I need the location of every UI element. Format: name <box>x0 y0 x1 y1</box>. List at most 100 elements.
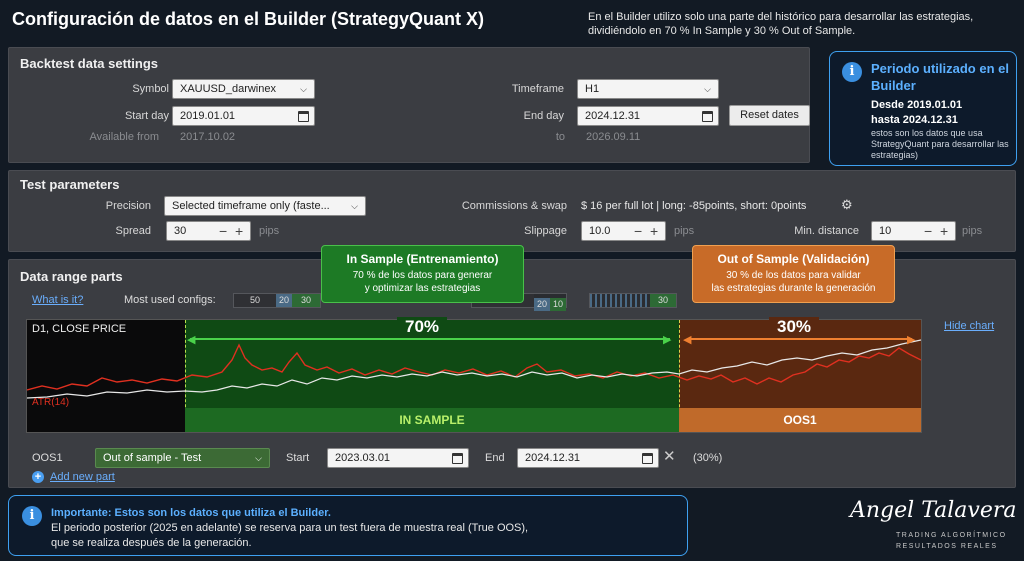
close-price-line <box>27 339 921 399</box>
min-distance-label: Min. distance <box>794 225 859 237</box>
config-seg: 20 <box>276 294 292 307</box>
end-day-value: 2024.12.31 <box>585 110 641 122</box>
chart-label: D1, CLOSE PRICE <box>32 323 127 335</box>
timeframe-value: H1 <box>585 83 600 95</box>
period-from: Desde 2019.01.01 <box>871 99 963 111</box>
oos-type-select[interactable]: Out of sample - Test ⌵ <box>95 448 270 468</box>
what-is-it-link[interactable]: What is it? <box>32 294 84 306</box>
oos-arrow <box>687 338 912 340</box>
atr-series-line <box>27 343 921 391</box>
config-preset-3[interactable]: 30 <box>589 293 677 308</box>
brand-tagline-2: RESULTADOS REALES <box>896 543 998 550</box>
backtest-title: Backtest data settings <box>20 56 158 71</box>
spread-value: 30 <box>174 225 187 237</box>
backtest-panel: Backtest data settings Symbol XAUUSD_dar… <box>8 47 810 163</box>
important-line2: que se realiza después de la generación. <box>51 537 252 549</box>
spread-label: Spread <box>115 225 151 237</box>
page-title: Configuración de datos en el Builder (St… <box>12 9 485 29</box>
oos-band[interactable]: OOS1 <box>679 408 921 432</box>
oos-start-input[interactable]: 2023.03.01 <box>327 448 469 468</box>
add-icon[interactable]: + <box>32 471 44 483</box>
calendar-icon[interactable] <box>702 111 713 122</box>
end-day-label: End day <box>523 110 564 122</box>
end-day-input[interactable]: 2024.12.31 <box>577 106 719 126</box>
start-day-label: Start day <box>124 110 169 122</box>
oos-callout-line2: las estrategias durante la generación <box>711 283 876 294</box>
important-line1: El periodo posterior (2025 en adelante) … <box>51 522 529 534</box>
divider-line <box>679 320 680 432</box>
reset-dates-button[interactable]: Reset dates <box>729 105 810 126</box>
chevron-down-icon: ⌵ <box>300 84 307 94</box>
chevron-down-icon: ⌵ <box>704 84 711 94</box>
plus-icon[interactable]: + <box>940 223 949 239</box>
intro-text: En el Builder utilizo solo una parte del… <box>588 11 974 37</box>
important-box: i Importante: Estos son los datos que ut… <box>8 495 688 556</box>
config-seg: 10 <box>550 298 566 311</box>
symbol-value: XAUUSD_darwinex <box>180 83 276 95</box>
start-day-input[interactable]: 2019.01.01 <box>172 106 315 126</box>
slippage-unit: pips <box>674 225 695 237</box>
oos-callout-line1: 30 % de los datos para validar <box>726 270 861 281</box>
symbol-select[interactable]: XAUUSD_darwinex ⌵ <box>172 79 315 99</box>
oos-percent-value: (30%) <box>693 452 723 464</box>
to-value: 2026.09.11 <box>586 131 641 143</box>
chevron-down-icon: ⌵ <box>351 201 358 211</box>
to-label: to <box>555 131 565 143</box>
oos-percent: 30% <box>769 317 820 337</box>
brand-logo: Angel Talavera <box>850 498 1017 523</box>
config-preset-1[interactable]: 50 20 30 <box>233 293 321 308</box>
timeframe-select[interactable]: H1 ⌵ <box>577 79 719 99</box>
plus-icon[interactable]: + <box>650 223 659 239</box>
minus-icon[interactable]: − <box>634 223 643 239</box>
divider-line <box>185 320 186 432</box>
oos-end-input[interactable]: 2024.12.31 <box>517 448 659 468</box>
info-icon: i <box>22 506 42 526</box>
in-sample-callout-line2: y optimizar las estrategias <box>364 283 481 294</box>
commissions-label: Commissions & swap <box>461 200 567 212</box>
period-desc: estos son los datos que usa StrategyQuan… <box>871 128 1009 160</box>
arrow-right-icon: ▶ <box>663 334 672 346</box>
in-sample-arrow <box>190 338 670 340</box>
hide-chart-link[interactable]: Hide chart <box>944 320 995 332</box>
period-to: hasta 2024.12.31 <box>871 114 958 126</box>
commissions-value: $ 16 per full lot | long: -85points, sho… <box>581 200 807 212</box>
slippage-stepper[interactable]: 10.0 − + <box>581 221 666 241</box>
calendar-icon[interactable] <box>642 453 653 464</box>
data-range-title: Data range parts <box>20 269 123 284</box>
slippage-label: Slippage <box>524 225 567 237</box>
oos-end-label: End <box>485 452 505 464</box>
spread-unit: pips <box>259 225 280 237</box>
in-sample-percent: 70% <box>397 317 448 337</box>
plus-icon[interactable]: + <box>235 223 244 239</box>
close-icon[interactable]: ✕ <box>663 448 676 465</box>
config-seg: 30 <box>650 294 676 307</box>
chevron-down-icon: ⌵ <box>255 453 262 463</box>
oos-start-label: Start <box>286 452 310 464</box>
minus-icon[interactable]: − <box>219 223 228 239</box>
test-parameters-panel: Test parameters Precision Selected timef… <box>8 170 1016 252</box>
price-chart-svg <box>27 339 921 399</box>
calendar-icon[interactable] <box>298 111 309 122</box>
available-from-value: 2017.10.02 <box>180 131 236 143</box>
period-info-title: Periodo utilizado en el Builder <box>871 61 1009 93</box>
add-new-part-link[interactable]: Add new part <box>50 471 115 483</box>
min-distance-stepper[interactable]: 10 − + <box>871 221 956 241</box>
data-range-chart: D1, CLOSE PRICE ATR(14) ◀ ▶ 70% ◀ ▶ 30% … <box>26 317 922 433</box>
oos-row-name: OOS1 <box>32 452 63 464</box>
calendar-icon[interactable] <box>452 453 463 464</box>
brand-tagline-1: TRADING ALGORÍTMICO <box>896 532 1007 539</box>
config-seg: 30 <box>292 294 320 307</box>
available-from-label: Available from <box>89 131 160 143</box>
in-sample-band[interactable]: IN SAMPLE <box>185 408 679 432</box>
oos-type-value: Out of sample - Test <box>103 452 202 464</box>
oos-callout: Out of Sample (Validación) 30 % de los d… <box>692 245 895 303</box>
oos-start-value: 2023.03.01 <box>335 452 391 464</box>
arrow-left-icon: ◀ <box>187 334 196 346</box>
precision-select[interactable]: Selected timeframe only (faste... ⌵ <box>164 196 366 216</box>
test-parameters-title: Test parameters <box>20 177 120 192</box>
precision-value: Selected timeframe only (faste... <box>172 200 330 212</box>
spread-stepper[interactable]: 30 − + <box>166 221 251 241</box>
minus-icon[interactable]: − <box>924 223 933 239</box>
start-day-value: 2019.01.01 <box>180 110 236 122</box>
gear-icon[interactable]: ⚙ <box>841 197 853 212</box>
